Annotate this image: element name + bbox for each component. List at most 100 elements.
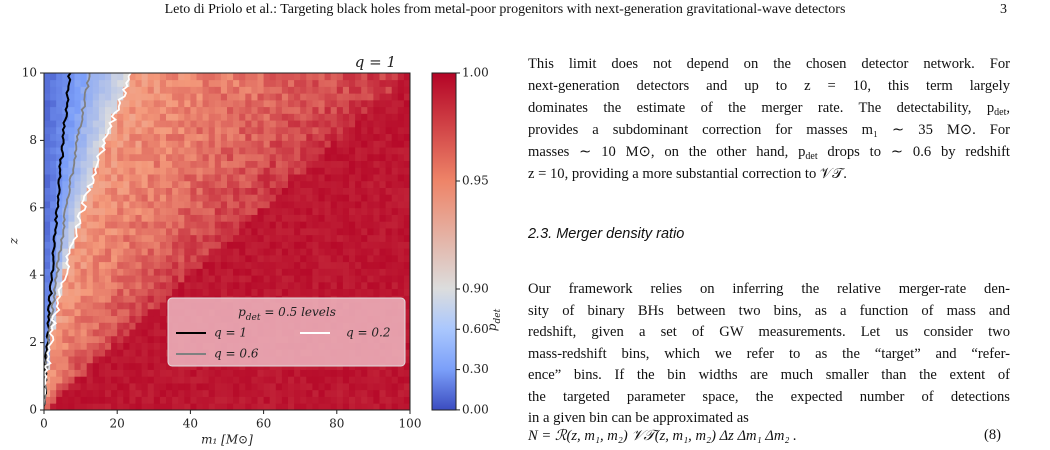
heatmap-cell — [111, 248, 118, 256]
heatmap-cell — [153, 335, 161, 343]
heatmap-cell — [62, 342, 69, 350]
heatmap-cell — [403, 335, 410, 343]
heatmap-cell — [56, 396, 63, 404]
heatmap-cell — [336, 140, 344, 148]
heatmap-cell — [220, 389, 228, 397]
heatmap-cell — [74, 234, 81, 242]
heatmap-cell — [172, 241, 179, 249]
heatmap-cell — [367, 403, 374, 410]
heatmap-cell — [312, 369, 319, 377]
heatmap-cell — [355, 133, 362, 141]
heatmap-cell — [196, 241, 203, 249]
heatmap-cell — [147, 73, 155, 81]
heatmap-cell — [129, 308, 136, 317]
heatmap-cell — [44, 389, 51, 397]
heatmap-cell — [306, 73, 313, 81]
heatmap-cell — [336, 174, 344, 182]
heatmap-cell — [385, 93, 393, 101]
heatmap-cell — [239, 147, 246, 155]
heatmap-cell — [330, 153, 338, 162]
heatmap-cell — [263, 383, 271, 391]
heatmap-cell — [355, 207, 362, 215]
heatmap-cell — [239, 275, 246, 283]
heatmap-cell — [123, 356, 130, 364]
heatmap-cell — [68, 315, 75, 323]
heatmap-cell — [62, 187, 69, 195]
subscript: det — [994, 107, 1007, 118]
heatmap-cell — [220, 153, 228, 162]
heatmap-cell — [397, 153, 405, 162]
heatmap-cell — [56, 281, 63, 290]
heatmap-cell — [403, 241, 410, 249]
heatmap-cell — [98, 322, 106, 330]
heatmap-cell — [220, 268, 228, 276]
heatmap-cell — [172, 281, 179, 290]
heatmap-cell — [373, 79, 380, 87]
heatmap-cell — [98, 376, 106, 384]
heatmap-cell — [269, 281, 277, 290]
heatmap-cell — [227, 383, 234, 391]
heatmap-cell — [74, 342, 81, 350]
heatmap-cell — [391, 369, 399, 377]
heatmap-cell — [379, 86, 386, 94]
heatmap-cell — [178, 389, 185, 397]
heatmap-cell — [324, 396, 332, 404]
heatmap-cell — [105, 329, 112, 337]
heatmap-cell — [141, 140, 149, 148]
heatmap-cell — [367, 120, 374, 128]
heatmap-cell — [312, 241, 319, 249]
equation: N = ℛ(z, m₁, m₂) 𝒱𝒯(z, m₁, m₂) Δz Δm₁ Δm… — [528, 428, 797, 444]
heatmap-cell — [62, 234, 69, 242]
heatmap-cell — [306, 174, 313, 182]
heatmap-cell — [129, 126, 136, 135]
heatmap-cell — [184, 201, 191, 209]
heatmap-cell — [288, 174, 295, 182]
heatmap-cell — [86, 99, 94, 108]
heatmap-cell — [367, 248, 374, 256]
y-tick-label: 0 — [29, 403, 37, 417]
heatmap-cell — [50, 147, 57, 155]
heatmap-cell — [373, 389, 380, 397]
heatmap-cell — [129, 174, 136, 182]
heatmap-cell — [208, 228, 216, 236]
heatmap-cell — [312, 153, 319, 162]
heatmap-cell — [355, 113, 362, 121]
heatmap-cell — [324, 228, 332, 236]
heatmap-cell — [269, 120, 277, 128]
heatmap-cell — [288, 180, 295, 188]
heatmap-cell — [80, 268, 88, 276]
heatmap-cell — [166, 201, 173, 209]
heatmap-cell — [342, 234, 350, 242]
heatmap-cell — [342, 147, 350, 155]
heatmap-cell — [98, 126, 106, 135]
heatmap-cell — [111, 254, 118, 263]
heatmap-cell — [349, 126, 356, 135]
heatmap-cell — [98, 369, 106, 377]
heatmap-cell — [98, 187, 106, 195]
heatmap-cell — [105, 140, 112, 148]
heatmap-cell — [251, 268, 258, 276]
heatmap-cell — [239, 167, 246, 175]
heatmap-cell — [202, 369, 210, 377]
heatmap-cell — [227, 194, 234, 202]
heatmap-cell — [184, 288, 191, 296]
heatmap-cell — [135, 261, 142, 269]
heatmap-cell — [294, 221, 301, 229]
heatmap-cell — [184, 275, 191, 283]
heatmap-cell — [336, 228, 344, 236]
heatmap-cell — [220, 86, 228, 94]
heatmap-cell — [111, 376, 118, 384]
heatmap-cell — [288, 376, 295, 384]
heatmap-cell — [300, 99, 307, 108]
text-line: z = 10, providing a more substantial cor… — [528, 166, 847, 182]
heatmap-cell — [342, 201, 350, 209]
heatmap-cell — [208, 376, 216, 384]
heatmap-cell — [336, 201, 344, 209]
heatmap-cell — [220, 234, 228, 242]
heatmap-cell — [355, 383, 362, 391]
heatmap-cell — [349, 86, 356, 94]
heatmap-cell — [117, 342, 124, 350]
heatmap-cell — [147, 174, 155, 182]
heatmap-cell — [117, 234, 124, 242]
heatmap-cell — [44, 281, 51, 290]
